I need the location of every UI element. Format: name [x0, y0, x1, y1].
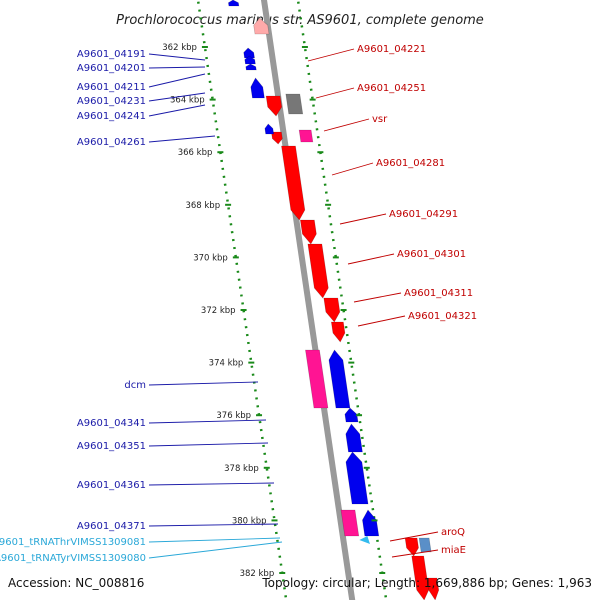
label-leader-line	[148, 537, 281, 543]
reverse-gene	[328, 349, 351, 409]
outer-ring-left	[196, 0, 288, 600]
label-leader-line	[148, 104, 206, 117]
gene-label-left[interactable]: A9601_tRNATyrVIMSS1309080	[0, 553, 146, 564]
label-leader-line	[148, 381, 259, 386]
rna-gene	[298, 129, 314, 143]
label-leader-line	[148, 53, 206, 61]
label-leader-line	[323, 118, 370, 132]
tick-label: 370 kbp	[193, 253, 228, 263]
gene-label-left[interactable]: A9601_04261	[77, 137, 146, 148]
label-leader-line	[389, 531, 439, 542]
reverse-gene	[228, 0, 240, 7]
tick-label: 380 kbp	[232, 516, 267, 526]
gene-label-right[interactable]: A9601_04291	[389, 209, 458, 220]
label-leader-line	[307, 48, 355, 62]
label-leader-line	[148, 92, 206, 102]
trna-feature	[359, 536, 370, 544]
tick-label: 372 kbp	[201, 306, 236, 316]
gene-label-right[interactable]: A9601_04251	[357, 83, 426, 94]
genome-summary-text: Topology: circular; Length: 1,669,886 bp…	[261, 576, 592, 590]
tick-label: 366 kbp	[178, 148, 213, 158]
forward-gene	[404, 537, 419, 557]
label-leader-line	[148, 442, 269, 447]
label-layer: A9601_04191 A9601_04201 A9601_04211 A9601_0…	[0, 44, 477, 564]
gene-label-right[interactable]: A9601_04311	[404, 288, 473, 299]
label-leader-line	[339, 213, 387, 225]
reverse-gene	[345, 451, 369, 505]
reverse-gene	[345, 423, 363, 453]
label-leader-line	[315, 87, 355, 99]
label-leader-line	[148, 135, 216, 143]
label-leader-line	[331, 162, 374, 176]
gene-label-left[interactable]: A9601_04351	[77, 441, 146, 452]
gene-label-left[interactable]: A9601_04361	[77, 480, 146, 491]
gene-label-right[interactable]: miaE	[441, 545, 466, 556]
label-leader-line	[148, 66, 206, 69]
forward-gene	[307, 243, 329, 299]
gene-label-left[interactable]: A9601_04211	[77, 82, 146, 93]
feature-layer	[228, 0, 440, 600]
rna-gene	[340, 509, 360, 537]
genome-backbone	[260, 0, 356, 600]
map-title: Prochlorococcus marinus str. AS9601, com…	[116, 13, 484, 28]
gene-label-right[interactable]: A9601_04321	[408, 311, 477, 322]
gene-label-right[interactable]: aroQ	[441, 527, 465, 538]
gene-label-right[interactable]: A9601_04221	[357, 44, 426, 55]
forward-gene	[265, 95, 283, 117]
tick-label: 364 kbp	[170, 96, 205, 106]
label-leader-line	[148, 541, 283, 559]
tick-label: 376 kbp	[216, 411, 251, 421]
rna-gene	[305, 349, 329, 409]
reverse-gene	[250, 77, 265, 99]
tick-label: 362 kbp	[162, 43, 197, 53]
reverse-gene	[264, 123, 275, 135]
outer-ring-right	[296, 0, 388, 600]
track-layer	[196, 0, 388, 600]
gene-label-left[interactable]: dcm	[124, 380, 146, 391]
label-leader-line	[148, 482, 275, 486]
tick-label: 368 kbp	[185, 201, 220, 211]
forward-gene	[323, 297, 341, 323]
rna-gene	[418, 537, 432, 553]
forward-gene	[299, 219, 317, 245]
label-leader-line	[148, 73, 206, 88]
gene-label-left[interactable]: A9601_04231	[77, 96, 146, 107]
label-leader-line	[391, 549, 439, 558]
gene-label-left[interactable]: A9601_04201	[77, 63, 146, 74]
accession-text: Accession: NC_008816	[8, 576, 144, 590]
tick-label: 382 kbp	[240, 569, 275, 579]
label-leader-line	[347, 253, 395, 265]
label-leader-line	[148, 523, 279, 527]
tick-layer: 362 kbp 364 kbp 366 kbp 368 kbp 370 kbp 372 k…	[162, 43, 386, 579]
forward-gene	[426, 577, 440, 600]
forward-gene	[253, 17, 270, 35]
gene-label-left[interactable]: A9601_04371	[77, 521, 146, 532]
gene-label-left[interactable]: A9601_tRNAThrVIMSS1309081	[0, 537, 146, 548]
reverse-gene	[245, 63, 257, 71]
label-leader-line	[148, 419, 267, 424]
label-leader-line	[353, 292, 402, 303]
forward-gene	[281, 145, 306, 221]
gene-label-left[interactable]: A9601_04341	[77, 418, 146, 429]
reverse-gene	[344, 407, 359, 423]
gene-label-left[interactable]: A9601_04191	[77, 49, 146, 60]
tick-label: 374 kbp	[209, 359, 244, 369]
forward-gene	[330, 321, 346, 343]
reverse-gene	[362, 509, 380, 537]
pseudogene	[285, 93, 304, 115]
label-leader-line	[357, 315, 406, 327]
gene-label-right[interactable]: A9601_04301	[397, 249, 466, 260]
forward-gene	[411, 555, 430, 600]
gene-label-right[interactable]: A9601_04281	[376, 158, 445, 169]
gene-label-right[interactable]: vsr	[372, 114, 388, 125]
forward-gene	[271, 131, 283, 145]
tick-label: 378 kbp	[224, 464, 259, 474]
gene-label-left[interactable]: A9601_04241	[77, 111, 146, 122]
